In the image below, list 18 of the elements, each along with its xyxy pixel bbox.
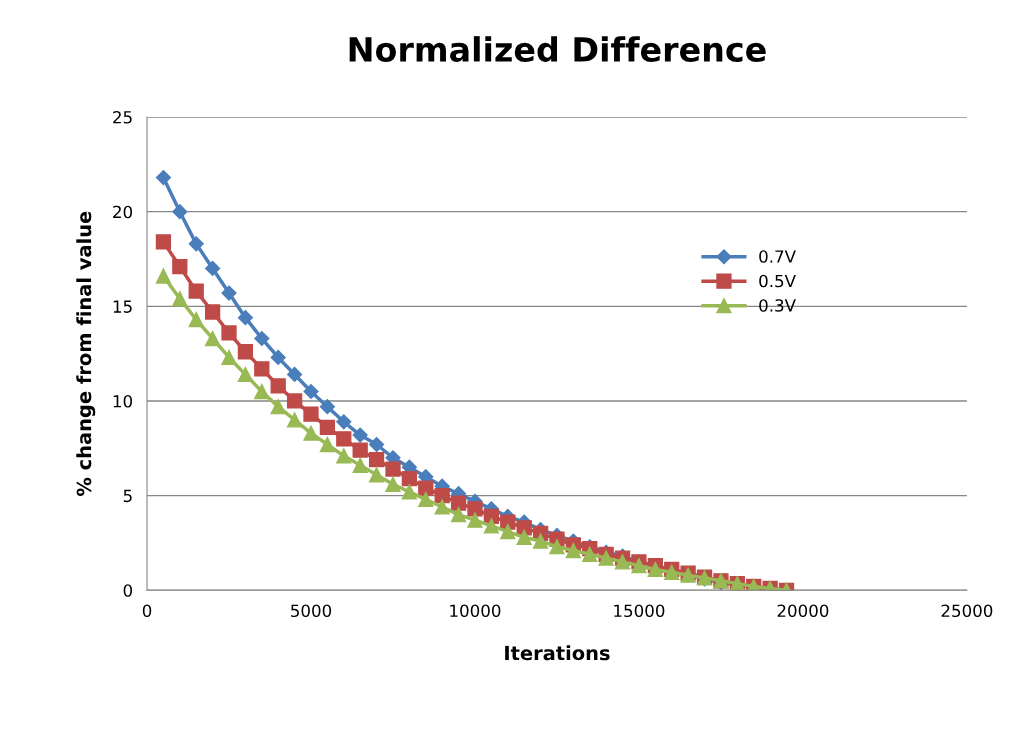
y-tick-label: 0 [123,584,133,597]
legend-label: 0.5V [759,274,796,288]
x-tick-label: 20000 [777,604,829,618]
legend-label: 0.7V [759,250,796,263]
x-tick-label: 0 [142,604,152,618]
chart-title: Normalized Difference [349,36,766,62]
y-tick-label: 10 [113,394,133,408]
y-tick-label: 5 [123,489,132,503]
y-axis-title: % change from final value [76,211,96,496]
y-tick-label: 20 [113,205,133,219]
x-tick-label: 25000 [941,604,993,618]
x-tick-label: 10000 [450,604,501,618]
x-tick-label: 5000 [291,604,332,618]
x-tick-label: 15000 [614,604,665,618]
y-tick-label: 15 [113,300,132,313]
legend-label: 0.3V [759,299,796,312]
x-axis-title: Iterations [505,645,610,661]
y-tick-label: 25 [113,110,132,124]
